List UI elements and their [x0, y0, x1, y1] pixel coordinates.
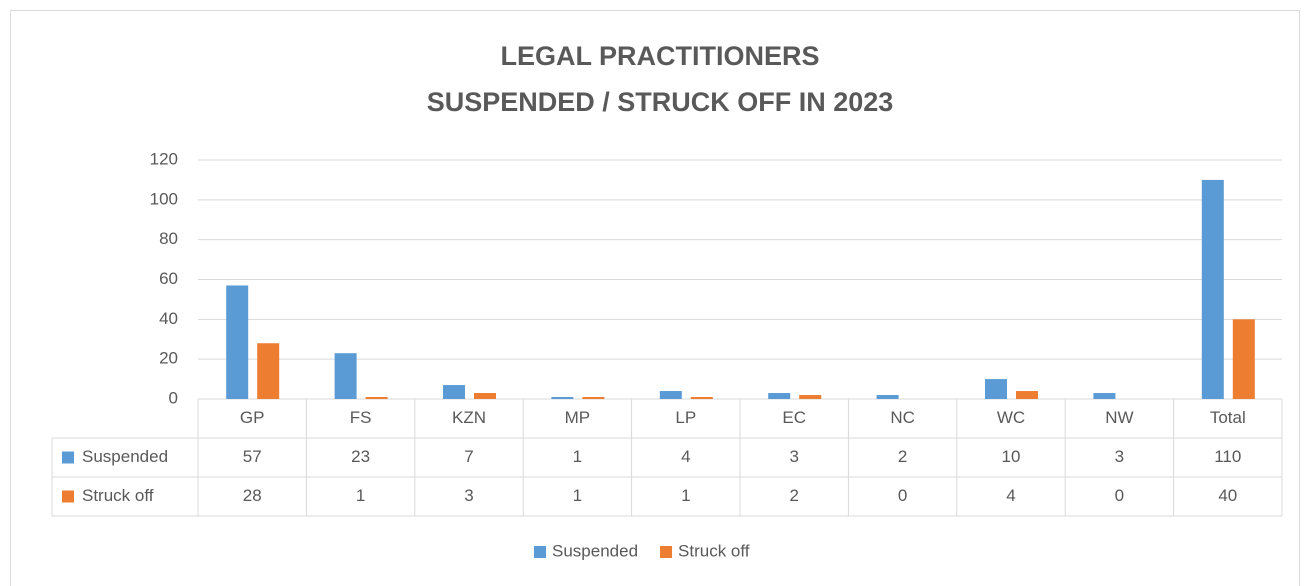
bar [1016, 391, 1038, 399]
category-label: WC [997, 408, 1025, 427]
table-value: 3 [464, 486, 473, 505]
bar [365, 397, 388, 399]
y-tick-label: 0 [169, 388, 178, 407]
table-value: 1 [573, 486, 582, 505]
table-series-name: Struck off [82, 486, 154, 505]
category-label: MP [565, 408, 591, 427]
bar [985, 379, 1007, 399]
legend-label: Struck off [678, 541, 750, 560]
category-label: FS [350, 408, 372, 427]
bar [582, 397, 605, 399]
bar [659, 391, 682, 399]
table-value: 1 [573, 447, 582, 466]
table-value: 3 [789, 447, 798, 466]
table-value: 1 [356, 486, 365, 505]
table-value: 4 [681, 447, 690, 466]
y-tick-label: 120 [150, 149, 178, 168]
bar [690, 397, 713, 399]
table-value: 0 [898, 486, 907, 505]
category-label: NW [1105, 408, 1133, 427]
category-label: LP [675, 408, 696, 427]
table-value: 23 [351, 447, 370, 466]
bar [257, 343, 280, 399]
chart-title: SUSPENDED / STRUCK OFF IN 2023 [427, 87, 894, 117]
table-value: 4 [1006, 486, 1015, 505]
y-tick-label: 20 [159, 349, 178, 368]
bar [226, 285, 249, 399]
bar [551, 397, 574, 399]
bar [1093, 393, 1116, 399]
table-value: 1 [681, 486, 690, 505]
table-value: 110 [1214, 447, 1241, 466]
category-label: EC [782, 408, 806, 427]
y-tick-label: 60 [159, 269, 178, 288]
chart-title: LEGAL PRACTITIONERS [500, 41, 819, 71]
bar [799, 395, 822, 399]
table-value: 28 [243, 486, 262, 505]
table-legend-key [62, 451, 74, 464]
table-value: 2 [898, 447, 907, 466]
table-value: 10 [1002, 447, 1021, 466]
category-label: NC [890, 408, 915, 427]
y-tick-label: 100 [150, 189, 178, 208]
bar [1232, 319, 1255, 399]
y-tick-label: 40 [159, 309, 178, 328]
table-value: 7 [464, 447, 473, 466]
table-value: 40 [1218, 486, 1237, 505]
chart-frame [10, 10, 1300, 586]
category-label: GP [240, 408, 265, 427]
y-tick-label: 80 [159, 229, 178, 248]
category-label: KZN [452, 408, 486, 427]
table-series-name: Suspended [82, 447, 168, 466]
bar [334, 353, 357, 399]
bar [443, 385, 465, 399]
category-label: Total [1210, 408, 1246, 427]
table-value: 2 [789, 486, 798, 505]
bar [876, 395, 899, 399]
table-value: 3 [1115, 447, 1124, 466]
legend-key [534, 546, 546, 558]
bar [1201, 179, 1224, 399]
bar [768, 393, 791, 399]
table-value: 57 [243, 447, 262, 466]
table-legend-key [62, 490, 74, 503]
bar [474, 393, 496, 399]
legend-label: Suspended [552, 541, 638, 560]
legend-key [660, 546, 673, 558]
table-value: 0 [1115, 486, 1124, 505]
